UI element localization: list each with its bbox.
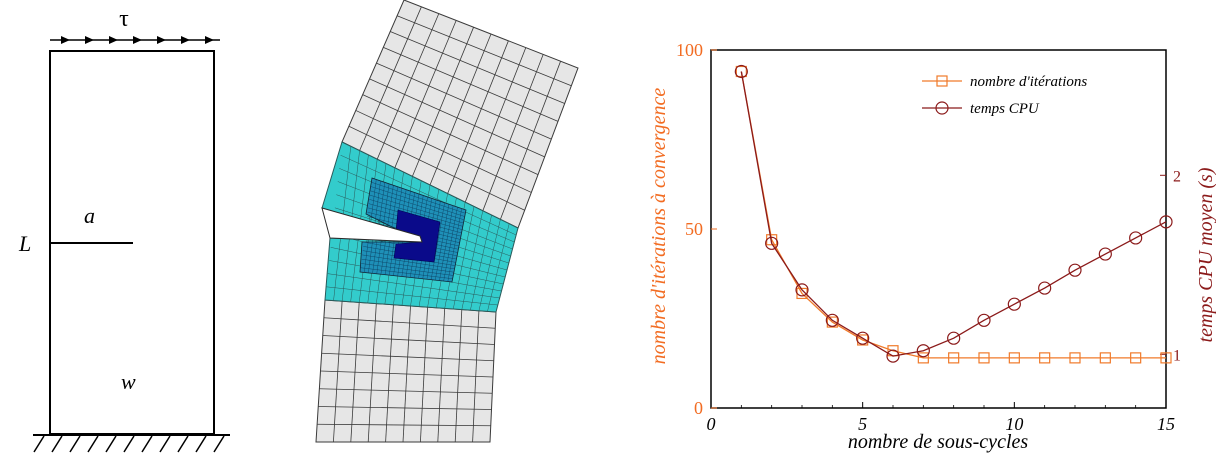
crack-gap — [321, 207, 423, 243]
x-tick-label: 5 — [858, 414, 867, 434]
iterations-point — [917, 352, 929, 364]
shear-arrow-head — [109, 36, 118, 44]
mesh-upper-coarse — [341, 0, 579, 229]
cpu-time-point — [1068, 263, 1082, 277]
legend: nombre d'itérations temps CPU — [922, 74, 1087, 117]
left-axis-ticks: 0 50 100 — [676, 40, 717, 418]
right-axis-label: temps CPU moyen (s) — [1195, 167, 1216, 342]
series-layer — [734, 64, 1173, 364]
shear-arrow-head — [61, 36, 70, 44]
cpu-time-point — [886, 349, 900, 363]
right-tick-label: 1 — [1173, 347, 1181, 364]
deformed-mesh — [315, 0, 579, 443]
x-tick-label: 10 — [1005, 414, 1023, 434]
iterations-point — [1130, 352, 1142, 364]
series-line-iterations — [740, 71, 1166, 359]
cpu-time-point — [795, 283, 809, 297]
iterations-point — [1160, 352, 1172, 364]
tau-label: τ — [119, 6, 129, 32]
shear-load-arrows — [50, 36, 220, 44]
iterations-point — [857, 334, 869, 346]
x-axis-ticks: 0 5 10 15 — [707, 402, 1175, 434]
iterations-point — [1008, 352, 1020, 364]
cpu-time-point — [856, 331, 870, 345]
shear-arrow-head — [157, 36, 166, 44]
cpu-time-point — [1159, 215, 1173, 229]
series-line-cpu-time — [740, 71, 1167, 357]
left-tick-label: 0 — [694, 398, 703, 418]
right-axis-ticks: 12 — [1160, 168, 1181, 364]
cpu-time-point — [1098, 247, 1112, 261]
legend-label-cpu: temps CPU — [970, 101, 1040, 117]
cpu-time-point — [916, 344, 930, 358]
cpu-time-point — [1007, 297, 1021, 311]
cpu-time-point — [977, 313, 991, 327]
x-tick-label: 0 — [707, 414, 716, 434]
L-label: L — [18, 231, 31, 256]
cpu-time-point — [947, 331, 961, 345]
legend-circle-marker — [935, 101, 949, 115]
shear-arrow-head — [205, 36, 214, 44]
mesh-refined-band — [321, 141, 519, 313]
iterations-point — [978, 352, 990, 364]
cpu-time-point — [765, 236, 779, 250]
left-tick-label: 50 — [685, 219, 703, 239]
cpu-time-point — [825, 313, 839, 327]
iterations-point — [1039, 352, 1051, 364]
w-label: w — [121, 369, 136, 394]
cpu-time-point — [1038, 281, 1052, 295]
legend-square-marker — [936, 75, 948, 87]
right-tick-label: 2 — [1173, 168, 1181, 185]
mesh-lower-coarse — [315, 299, 497, 443]
iterations-point — [1069, 352, 1081, 364]
left-axis-label: nombre d'itérations à convergence — [648, 88, 670, 365]
iterations-point — [948, 352, 960, 364]
clamped-base-hatching — [33, 434, 230, 453]
shear-arrow-head — [181, 36, 190, 44]
legend-label-iterations: nombre d'itérations — [970, 74, 1087, 90]
iterations-point — [735, 65, 747, 78]
shear-arrow-head — [85, 36, 94, 44]
left-tick-label: 100 — [676, 40, 703, 60]
shear-arrow-head — [133, 36, 142, 44]
iterations-point — [1099, 352, 1111, 364]
specimen-schematic: τ L a w — [18, 6, 230, 453]
x-tick-label: 15 — [1157, 414, 1175, 434]
cpu-time-point — [734, 64, 748, 79]
x-axis-label: nombre de sous-cycles — [848, 431, 1029, 453]
iterations-point — [826, 316, 838, 328]
cpu-time-point — [1129, 231, 1143, 245]
a-label: a — [84, 203, 95, 228]
